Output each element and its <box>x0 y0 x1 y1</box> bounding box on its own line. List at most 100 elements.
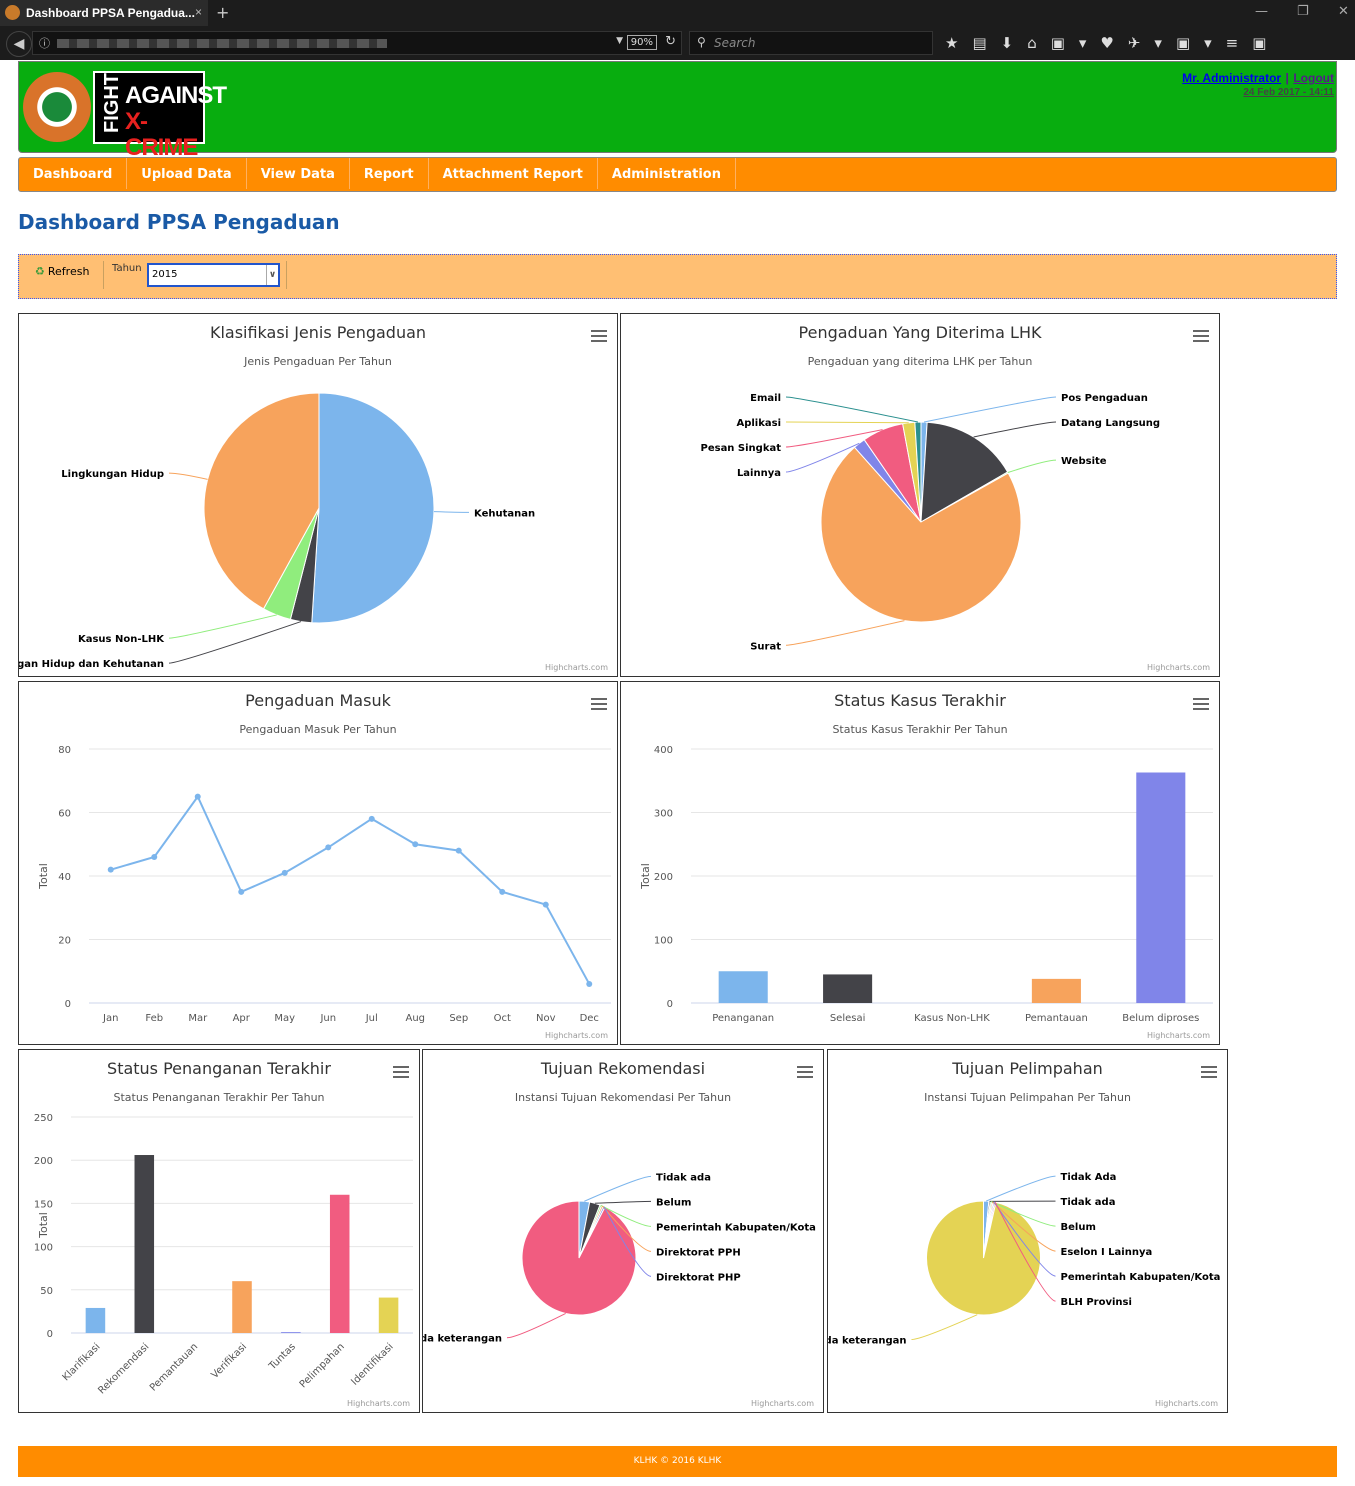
pie-connector <box>911 1314 978 1341</box>
bar <box>718 971 768 1003</box>
browser-tab[interactable]: Dashboard PPSA Pengadua... × <box>0 0 208 26</box>
credits-link[interactable]: Highcharts.com <box>1147 1031 1210 1040</box>
pie-label: Kehutanan <box>474 508 535 519</box>
reload-icon[interactable]: ↻ <box>665 34 676 49</box>
chart-subtitle: Instansi Tujuan Pelimpahan Per Tahun <box>924 1091 1131 1104</box>
pie-connector <box>985 1175 1056 1202</box>
chart-statuspenanganan: 0 50 100 150 200 250 Total Klarifikasi Rekomenda… <box>18 1049 420 1413</box>
hamburger-menu-icon[interactable] <box>591 330 607 342</box>
credits-link[interactable]: Highcharts.com <box>347 1399 410 1408</box>
nav-dashboard[interactable]: Dashboard <box>19 158 128 189</box>
data-point <box>412 841 419 848</box>
nav-report[interactable]: Report <box>350 158 429 189</box>
data-point <box>281 869 288 876</box>
year-label: Tahun <box>112 263 142 274</box>
pie-connector <box>433 511 470 513</box>
new-tab-button[interactable]: + <box>216 3 230 22</box>
pie-label: Direktorat PHP <box>656 1272 741 1283</box>
fight-against-xcrime-logo: FIGHT AGAINST X-CRIME <box>93 71 227 161</box>
pie-label: Tidak ada <box>1061 1197 1116 1208</box>
pie-label: Tidak ada keterangan <box>828 1336 907 1347</box>
credits-link[interactable]: Highcharts.com <box>1147 663 1210 672</box>
logout-link[interactable]: Logout <box>1293 71 1334 85</box>
chart-title: Tujuan Rekomendasi <box>540 1059 706 1078</box>
chart-subtitle: Jenis Pengaduan Per Tahun <box>244 355 392 368</box>
y-axis-title: Total <box>37 863 50 890</box>
divider <box>286 261 287 289</box>
chart-title: Status Penanganan Terakhir <box>107 1059 331 1078</box>
bar <box>281 1332 301 1333</box>
pie-label: Email <box>750 393 781 404</box>
hamburger-menu-icon[interactable] <box>591 698 607 710</box>
pie-slice <box>521 1200 637 1316</box>
toolbar-icons[interactable]: ★▤⬇⌂▣▾♥✈▾▣▾≡▣ <box>945 34 1281 52</box>
x-tick-label: Verifikasi <box>209 1341 249 1381</box>
restore-button[interactable]: ❐ <box>1297 4 1309 19</box>
line-series <box>110 794 591 985</box>
footer: KLHK © 2016 KLHK <box>18 1446 1337 1477</box>
hamburger-menu-icon[interactable] <box>1201 1066 1217 1078</box>
x-tick-label: Mar <box>188 1013 208 1024</box>
main-nav: Dashboard Upload Data View Data Report A… <box>18 157 1337 192</box>
pie-connector <box>1007 459 1057 474</box>
x-tick-label: Aug <box>405 1013 425 1024</box>
minimize-button[interactable]: — <box>1255 4 1268 19</box>
nav-attachment-report[interactable]: Attachment Report <box>429 158 598 189</box>
bar <box>134 1155 155 1333</box>
hamburger-menu-icon[interactable] <box>1193 698 1209 710</box>
pie-connector <box>506 1312 566 1339</box>
chart-rekomendasi: Tidak ada Belum Pemerintah Kabupaten/Kota D… <box>422 1049 824 1413</box>
chart-pelimpahan: Tidak Ada Tidak ada Belum Eselon I Lainnya P… <box>827 1049 1228 1413</box>
pie-connector <box>990 1201 1056 1227</box>
y-tick-label: 0 <box>667 999 673 1010</box>
credits-link[interactable]: Highcharts.com <box>545 1031 608 1040</box>
pie-connector <box>785 620 905 646</box>
chart-subtitle: Status Penanganan Terakhir Per Tahun <box>113 1091 325 1104</box>
klhk-logo <box>23 72 91 142</box>
credits-link[interactable]: Highcharts.com <box>1155 1399 1218 1408</box>
pie-label: Pos Pengaduan <box>1061 393 1148 404</box>
x-tick-label: Apr <box>233 1013 251 1024</box>
close-tab-icon[interactable]: × <box>194 5 202 19</box>
y-tick-label: 40 <box>58 872 71 883</box>
bar <box>1031 978 1081 1003</box>
hamburger-menu-icon[interactable] <box>393 1066 409 1078</box>
user-link[interactable]: Mr. Administrator <box>1182 71 1282 85</box>
pie-slice <box>914 421 922 523</box>
x-tick-label: Rekomendasi <box>96 1341 151 1396</box>
bar <box>378 1297 399 1333</box>
y-tick-label: 20 <box>58 936 71 947</box>
close-window-button[interactable]: ✕ <box>1338 4 1349 19</box>
year-select[interactable]: 2015 ∨ <box>147 263 280 287</box>
x-tick-label: Klarifikasi <box>61 1341 103 1383</box>
pie-label: Lingkungan Hidup <box>61 469 164 480</box>
nav-upload-data[interactable]: Upload Data <box>127 158 247 189</box>
site-header: FIGHT AGAINST X-CRIME Mr. Administrator | … <box>18 61 1337 161</box>
y-tick-label: 100 <box>34 1243 53 1254</box>
data-point <box>455 847 462 854</box>
nav-view-data[interactable]: View Data <box>247 158 350 189</box>
zoom-level[interactable]: 90% <box>626 35 657 50</box>
data-point <box>499 888 506 895</box>
nav-administration[interactable]: Administration <box>598 158 736 189</box>
back-button[interactable]: ◀ <box>6 31 32 57</box>
url-bar[interactable]: ⓘ ▼ 90% ↻ <box>32 31 682 55</box>
pie-label: Lingkungan Hidup dan Kehutanan <box>19 659 164 670</box>
dropdown-icon[interactable]: ▼ <box>616 36 623 46</box>
search-input[interactable]: ⚲ Search <box>689 31 933 55</box>
pie-connector <box>603 1206 652 1277</box>
x-tick-label: Oct <box>494 1013 511 1024</box>
credits-link[interactable]: Highcharts.com <box>751 1399 814 1408</box>
refresh-button[interactable]: ♻ Refresh <box>35 265 90 278</box>
hamburger-menu-icon[interactable] <box>1193 330 1209 342</box>
info-icon[interactable]: ⓘ <box>39 37 50 50</box>
x-tick-label: Pelimpahan <box>298 1341 347 1390</box>
chevron-down-icon[interactable]: ∨ <box>266 265 278 285</box>
y-tick-label: 0 <box>47 1329 53 1340</box>
data-point <box>542 901 549 908</box>
hamburger-menu-icon[interactable] <box>797 1066 813 1078</box>
browser-chrome: Dashboard PPSA Pengadua... × + — ❐ ✕ ◀ ⓘ ▼… <box>0 0 1355 60</box>
x-tick-label: Jun <box>319 1013 336 1024</box>
credits-link[interactable]: Highcharts.com <box>545 663 608 672</box>
pie-connector <box>993 1201 1056 1277</box>
